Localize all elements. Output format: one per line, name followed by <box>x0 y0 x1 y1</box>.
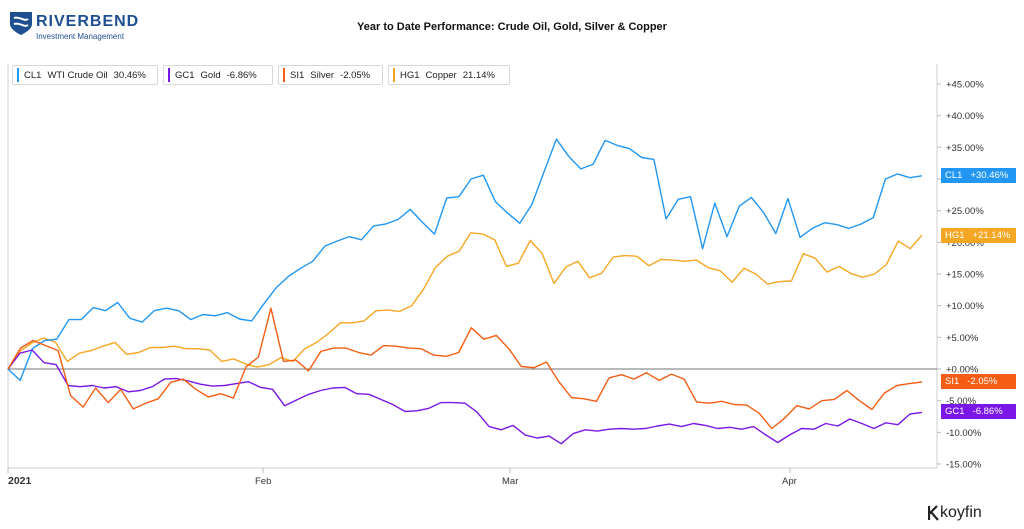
legend-name: WTI Crude Oil <box>47 69 108 81</box>
brand-name: RIVERBEND <box>36 13 140 30</box>
legend-ticker: HG1 <box>400 69 420 81</box>
legend-name: Copper <box>425 69 457 81</box>
series-line-gc1 <box>7 349 923 445</box>
legend-value: -6.86% <box>226 69 257 81</box>
tag-value: -6.86% <box>972 406 1003 417</box>
series-line-cl1 <box>7 138 923 382</box>
tag-ticker: HG1 <box>945 230 965 241</box>
brand-subtitle: Investment Management <box>36 32 125 41</box>
tag-ticker: CL1 <box>945 170 963 181</box>
legend-ticker: SI1 <box>290 69 305 81</box>
legend-color-swatch <box>283 68 285 82</box>
x-tick-label: Feb <box>255 476 271 487</box>
y-tick-label: +40.00% <box>946 111 984 122</box>
y-tick-label: +45.00% <box>946 80 984 91</box>
x-tick-label: 2021 <box>8 475 32 487</box>
koyfin-logo-icon <box>928 505 939 521</box>
tag-ticker: SI1 <box>945 376 960 387</box>
riverbend-shield-icon <box>10 12 32 35</box>
series-line-si1 <box>7 307 923 430</box>
y-tick-label: +35.00% <box>946 143 984 154</box>
y-tick-label: +10.00% <box>946 301 984 312</box>
tag-ticker: GC1 <box>945 406 965 417</box>
tag-value: +21.14% <box>972 230 1011 241</box>
value-tag-gc1: GC1 -6.86% <box>941 404 1016 419</box>
legend-item-cl1[interactable]: CL1 WTI Crude Oil 30.46% <box>12 65 158 85</box>
legend-ticker: GC1 <box>175 69 195 81</box>
legend-item-si1[interactable]: SI1 Silver -2.05% <box>278 65 383 85</box>
tag-value: +30.46% <box>970 170 1009 181</box>
legend-color-swatch <box>168 68 170 82</box>
y-tick-label: +25.00% <box>946 206 984 217</box>
value-tag-cl1: CL1 +30.46% <box>941 168 1016 183</box>
y-tick-label: +0.00% <box>946 365 979 376</box>
riverbend-logo: RIVERBEND Investment Management <box>8 10 138 46</box>
legend-ticker: CL1 <box>24 69 42 81</box>
chart-title: Year to Date Performance: Crude Oil, Gol… <box>357 21 667 33</box>
legend-item-gc1[interactable]: GC1 Gold -6.86% <box>163 65 273 85</box>
x-tick-label: Mar <box>502 476 518 487</box>
x-tick-label: Apr <box>782 476 797 487</box>
series-line-hg1 <box>7 232 923 370</box>
legend-item-hg1[interactable]: HG1 Copper 21.14% <box>388 65 510 85</box>
legend-color-swatch <box>393 68 395 82</box>
value-tag-hg1: HG1 +21.14% <box>941 228 1016 243</box>
y-tick-label: +5.00% <box>946 333 979 344</box>
legend-value: 30.46% <box>113 69 146 81</box>
y-tick-label: +20.00% <box>946 238 984 249</box>
legend-name: Silver <box>310 69 335 81</box>
value-tag-si1: SI1 -2.05% <box>941 374 1016 389</box>
tag-value: -2.05% <box>967 376 998 387</box>
y-tick-label: -10.00% <box>946 428 982 439</box>
koyfin-watermark: koyfin <box>940 504 982 521</box>
legend-value: -2.05% <box>340 69 371 81</box>
y-tick-label: -5.00% <box>946 396 977 407</box>
y-tick-label: -15.00% <box>946 460 982 471</box>
legend-value: 21.14% <box>462 69 495 81</box>
legend-color-swatch <box>17 68 19 82</box>
legend-name: Gold <box>200 69 221 81</box>
y-tick-label: +15.00% <box>946 270 984 281</box>
